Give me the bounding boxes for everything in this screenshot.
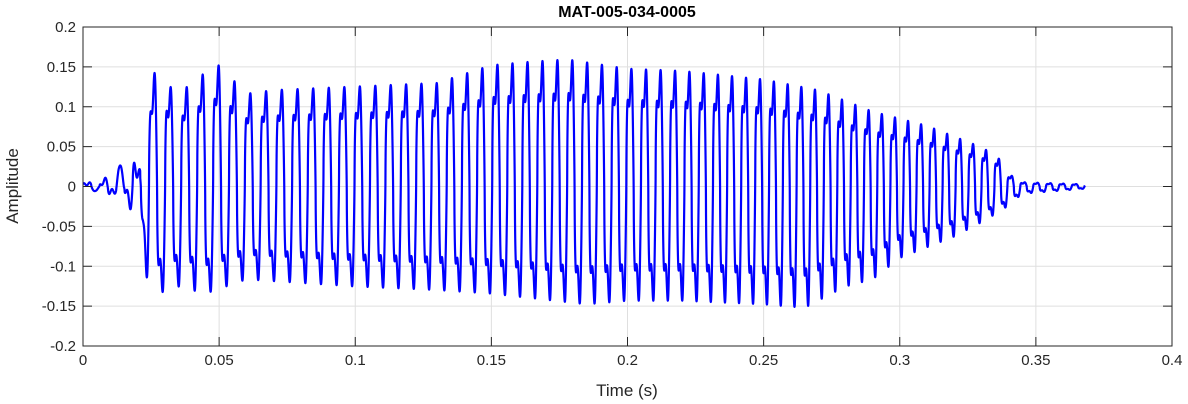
x-tick-label: 0 — [79, 352, 87, 369]
y-tick-label: -0.2 — [50, 338, 76, 355]
y-tick-label: 0.05 — [47, 139, 76, 156]
x-axis: 0 0.05 0.1 0.15 0.2 0.25 0.3 0.35 0.4 — [79, 27, 1183, 369]
y-tick-label: 0.1 — [55, 99, 76, 116]
y-tick-label: 0.15 — [47, 59, 76, 76]
plot-area — [83, 59, 1086, 308]
x-tick-label: 0.35 — [1021, 352, 1050, 369]
y-tick-label: -0.15 — [42, 298, 76, 315]
x-tick-label: 0.05 — [205, 352, 234, 369]
y-tick-label: -0.1 — [50, 258, 76, 275]
y-axis: -0.2 -0.15 -0.1 -0.05 0 0.05 0.1 0.15 0.2 — [42, 19, 1172, 355]
signal-line — [83, 59, 1086, 308]
x-tick-label: 0.4 — [1162, 352, 1183, 369]
y-tick-label: 0.2 — [55, 19, 76, 36]
x-axis-label: Time (s) — [596, 381, 658, 400]
x-tick-label: 0.15 — [477, 352, 506, 369]
y-tick-label: 0 — [68, 179, 76, 196]
y-tick-label: -0.05 — [42, 218, 76, 235]
x-tick-label: 0.1 — [345, 352, 366, 369]
x-tick-label: 0.25 — [749, 352, 778, 369]
x-tick-label: 0.2 — [617, 352, 638, 369]
x-tick-label: 0.3 — [889, 352, 910, 369]
y-axis-label: Amplitude — [3, 148, 22, 224]
chart-title: MAT-005-034-0005 — [558, 4, 696, 21]
